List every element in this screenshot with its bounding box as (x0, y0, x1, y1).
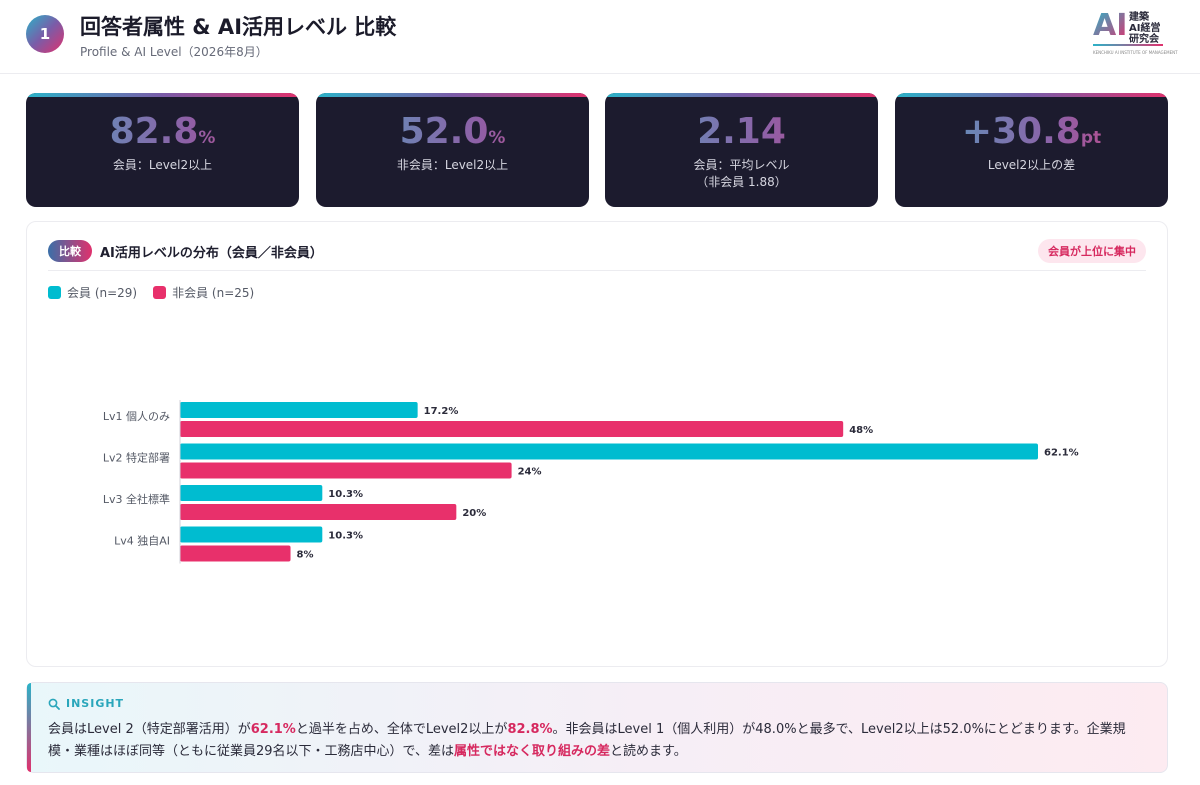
insight-heading-text: INSIGHT (66, 697, 125, 710)
chart-card-title: AI活用レベルの分布（会員／非会員） (100, 246, 323, 261)
kpi-value: 2.14 (605, 111, 878, 159)
bar-member (180, 443, 1038, 460)
distribution-chart-card: 比較 AI活用レベルの分布（会員／非会員） 会員が上位に集中 会員 (n=29)… (26, 221, 1168, 667)
kpi-label: 会員：平均レベル （非会員 1.88） (693, 158, 790, 189)
bar-member (180, 402, 418, 418)
page-title: 回答者属性 & AI活用レベル 比較 (80, 15, 397, 39)
legend-label: 非会員 (n=25) (172, 286, 255, 300)
insight-highlight: 属性ではなく取り組みの差 (454, 744, 611, 759)
bar-member (180, 485, 323, 501)
brand-logo: AI 建築 AI経営 研究会 KENCHIKU AI INSTITUTE OF … (1093, 8, 1178, 58)
legend-item-member: 会員 (n=29) (48, 284, 137, 301)
page-subtitle: Profile & AI Level（2026年8月） (80, 45, 268, 59)
kpi-label: Level2以上の差 (987, 158, 1076, 172)
kpi-label: 非会員：Level2以上 (396, 158, 509, 172)
data-label: 20% (462, 508, 486, 519)
legend-swatch (48, 286, 61, 299)
data-label: 48% (849, 425, 873, 436)
bar-nonmember (180, 545, 291, 562)
insight-text: 会員はLevel 2（特定部署活用）が62.1%と過半を占め、全体でLevel2… (48, 722, 1126, 759)
category-label: Lv2 特定部署 (103, 451, 170, 465)
kpi-unit: pt (1080, 128, 1102, 148)
kpi-card-member-level2: 82.8% 会員：Level2以上 (26, 93, 299, 207)
legend-label: 会員 (n=29) (67, 286, 138, 300)
insight-box: INSIGHT 会員はLevel 2（特定部署活用）が62.1%と過半を占め、全… (26, 682, 1168, 773)
legend-item-nonmember: 非会員 (n=25) (153, 284, 254, 301)
legend-swatch (153, 286, 167, 299)
insight-heading: INSIGHT (48, 697, 124, 710)
kpi-unit: % (198, 128, 216, 148)
page-number-badge: 1 (26, 15, 64, 53)
bar-nonmember (180, 462, 512, 479)
kpi-unit: % (488, 128, 506, 148)
category-label: Lv1 個人のみ (103, 410, 170, 423)
kpi-value: 82.8% (26, 111, 299, 159)
data-label: 17.2% (424, 406, 459, 417)
bar-nonmember (180, 504, 457, 520)
category-label: Lv4 独自AI (114, 535, 170, 548)
logo-text: 建築 AI経営 研究会 (1129, 12, 1161, 45)
bar-member (180, 526, 323, 543)
data-label: 62.1% (1044, 448, 1079, 459)
bar-nonmember (180, 421, 844, 437)
kpi-card-level2-diff: +30.8pt Level2以上の差 (895, 93, 1168, 207)
magnifier-icon (48, 698, 60, 710)
insight-highlight: 62.1% (250, 722, 296, 737)
data-label: 8% (297, 550, 314, 561)
kpi-card-average-level: 2.14 会員：平均レベル （非会員 1.88） (605, 93, 878, 207)
category-label: Lv3 全社標準 (103, 492, 170, 506)
data-label: 10.3% (328, 489, 363, 500)
bar-chart: Lv1 個人のみ 17.2% 48% Lv2 特定部署 62.1% 24% Lv3 全社標準… (103, 400, 1079, 564)
chart-legend: 会員 (n=29) 非会員 (n=25) (48, 284, 254, 301)
data-label: 10.3% (328, 531, 363, 542)
data-label: 24% (518, 467, 542, 478)
card-divider (48, 270, 1146, 271)
kpi-card-nonmember-level2: 52.0% 非会員：Level2以上 (316, 93, 589, 207)
kpi-label: 会員：Level2以上 (112, 158, 213, 172)
page-header: 1 回答者属性 & AI活用レベル 比較 Profile & AI Level（… (0, 0, 1200, 74)
kpi-value: 52.0% (316, 111, 589, 159)
compare-badge: 比較 (48, 240, 92, 262)
logo-ai-mark: AI (1093, 8, 1128, 43)
insight-highlight: 82.8% (507, 722, 553, 737)
kpi-value: +30.8pt (895, 111, 1168, 159)
logo-tagline: KENCHIKU AI INSTITUTE OF MANAGEMENT (1093, 50, 1178, 55)
chart-note-badge: 会員が上位に集中 (1038, 239, 1146, 263)
logo-underline (1093, 44, 1163, 46)
